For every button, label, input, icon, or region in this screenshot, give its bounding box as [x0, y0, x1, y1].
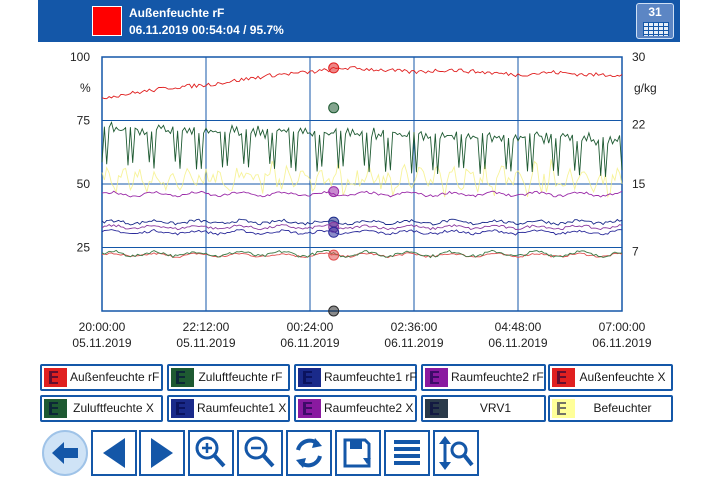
back-icon: [52, 442, 78, 464]
x-tick-time: 20:00:00: [79, 320, 126, 334]
legend-item[interactable]: Zuluftfeuchte rF: [167, 364, 290, 391]
save-button[interactable]: [335, 430, 381, 476]
previous-button[interactable]: [91, 430, 137, 476]
menu-button[interactable]: [384, 430, 430, 476]
refresh-button[interactable]: [286, 430, 332, 476]
next-icon: [151, 438, 173, 468]
previous-icon: [103, 438, 125, 468]
legend-label: Raumfeuchte2 X: [324, 401, 414, 415]
y-left-tick-label: 50: [77, 177, 91, 191]
selected-series-swatch: [92, 6, 122, 36]
x-tick-date: 05.11.2019: [72, 336, 131, 350]
legend-label: Raumfeuchte1 rF: [324, 370, 417, 384]
legend-label: Befeuchter: [593, 401, 652, 415]
x-tick-date: 05.11.2019: [176, 336, 235, 350]
legend-item[interactable]: VRV1: [421, 395, 546, 422]
legend-item[interactable]: Außenfeuchte rF: [40, 364, 163, 391]
y-right-tick-label: 7: [632, 245, 639, 259]
series-toggle-icon: [298, 399, 321, 418]
calendar-icon: [643, 22, 669, 36]
series-line: [101, 190, 623, 198]
x-axis: 20:00:00 05.11.2019 22:12:00 05.11.2019 00:2…: [72, 320, 651, 350]
cursor-layer: [328, 62, 340, 317]
series-toggle-icon: [425, 368, 448, 387]
series-line: [101, 66, 623, 100]
y-axis-right: 30 22 15 7: [632, 50, 646, 259]
legend-item[interactable]: Raumfeuchte1 X: [167, 395, 290, 422]
cursor-marker: [328, 62, 340, 74]
series-line: [101, 218, 623, 226]
series-line: [101, 159, 623, 199]
y-left-tick-label: 100: [70, 50, 90, 64]
x-tick-time: 00:24:00: [287, 320, 334, 334]
series-toggle-icon: [425, 399, 448, 418]
legend-label: Raumfeuchte2 rF: [451, 370, 544, 384]
y-left-tick-label: 75: [77, 114, 91, 128]
menu-icon: [394, 440, 420, 465]
legend-item[interactable]: Raumfeuchte2 rF: [421, 364, 546, 391]
series-layer: [101, 66, 623, 259]
x-tick-time: 07:00:00: [599, 320, 646, 334]
x-tick-date: 06.11.2019: [488, 336, 547, 350]
series-toggle-icon: [171, 399, 194, 418]
y-right-tick-label: 30: [632, 50, 646, 64]
series-toggle-icon: [552, 368, 575, 387]
cursor-marker: [328, 226, 340, 238]
series-toggle-icon: [44, 368, 67, 387]
x-tick-date: 06.11.2019: [384, 336, 443, 350]
back-button[interactable]: [42, 430, 88, 476]
series-toggle-icon: [298, 368, 321, 387]
series-line: [101, 224, 623, 231]
calendar-button[interactable]: 31: [636, 3, 674, 39]
zoom-out-button[interactable]: [237, 430, 283, 476]
cursor-marker: [328, 249, 340, 261]
legend-item[interactable]: Befeuchter: [548, 395, 673, 422]
y-right-tick-label: 15: [632, 177, 646, 191]
zoom-out-icon: [244, 436, 275, 468]
x-tick-time: 04:48:00: [495, 320, 542, 334]
y-axis-left: 100 75 50 25: [70, 50, 90, 255]
x-tick-time: 22:12:00: [183, 320, 230, 334]
series-line: [101, 228, 623, 236]
zoom-in-icon: [195, 436, 226, 468]
y-left-tick-label: 25: [77, 241, 91, 255]
y-right-tick-label: 22: [632, 118, 646, 132]
legend-label: Zuluftfeuchte X: [73, 401, 154, 415]
series-toggle-icon: [44, 399, 67, 418]
selected-series-title: Außenfeuchte rF: [129, 6, 225, 20]
legend-label: VRV1: [479, 401, 512, 415]
legend-label: Außenfeuchte X: [579, 370, 666, 384]
calendar-day: 31: [648, 5, 662, 19]
header-bar: Außenfeuchte rF 06.11.2019 00:54:04 / 95…: [38, 0, 680, 42]
cursor-marker: [328, 305, 340, 317]
series-line: [101, 252, 623, 259]
legend-item[interactable]: Außenfeuchte X: [548, 364, 673, 391]
save-icon: [343, 438, 371, 468]
legend-label: Außenfeuchte rF: [70, 370, 160, 384]
legend-label: Raumfeuchte1 X: [197, 401, 287, 415]
series-line: [101, 120, 623, 177]
trend-chart[interactable]: 100 75 50 25 30 22 15 7 20:00:00 05.11.2019 22:1…: [0, 42, 720, 358]
cursor-marker: [328, 102, 340, 114]
zoom-in-button[interactable]: [188, 430, 234, 476]
next-button[interactable]: [139, 430, 185, 476]
grid-lines: [102, 57, 622, 311]
legend-item[interactable]: Zuluftfeuchte X: [40, 395, 163, 422]
x-tick-time: 02:36:00: [391, 320, 438, 334]
series-toggle-icon: [171, 368, 194, 387]
scale-zoom-button[interactable]: [433, 430, 479, 476]
x-tick-date: 06.11.2019: [280, 336, 339, 350]
refresh-icon: [296, 438, 322, 468]
legend-item[interactable]: Raumfeuchte1 rF: [294, 364, 417, 391]
legend-item[interactable]: Raumfeuchte2 X: [294, 395, 417, 422]
scale-zoom-icon: [439, 436, 474, 470]
series-line: [101, 249, 623, 259]
legend-label: Zuluftfeuchte rF: [198, 370, 283, 384]
selected-series-readout: 06.11.2019 00:54:04 / 95.7%: [129, 23, 284, 37]
y-left-unit: %: [80, 81, 91, 95]
x-tick-date: 06.11.2019: [592, 336, 651, 350]
series-toggle-icon: [552, 399, 575, 418]
y-right-unit: g/kg: [634, 81, 657, 95]
cursor-marker: [328, 186, 340, 198]
